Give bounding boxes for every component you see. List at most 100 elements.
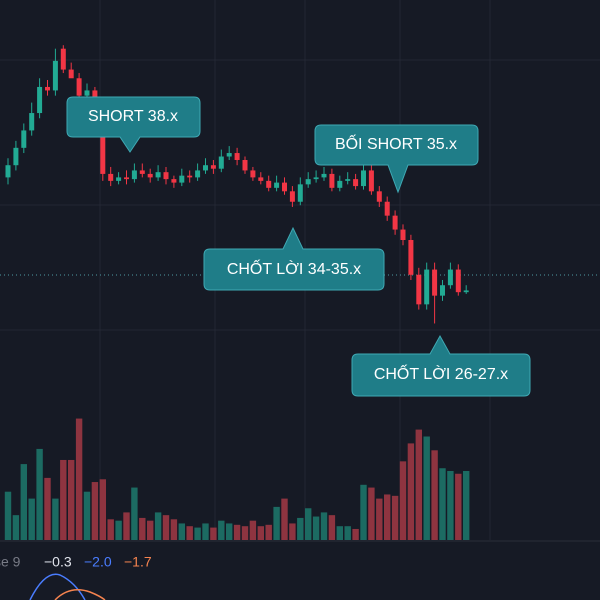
volume-bar	[12, 515, 20, 540]
volume-bar	[52, 498, 59, 540]
volume-bar	[60, 459, 67, 540]
candle-body	[52, 60, 58, 91]
candle-body	[289, 191, 295, 202]
volume-bar	[68, 459, 75, 540]
annotations: SHORT 38.x BỐI SHORT 35.x CHỐT LỜI 34-35…	[66, 96, 531, 397]
candle-body	[171, 179, 177, 183]
candle-body	[337, 180, 343, 188]
candle-body	[242, 160, 248, 171]
annotation-text: SHORT 38.x	[88, 108, 178, 125]
candle-body	[408, 240, 414, 275]
candle-body	[368, 170, 374, 192]
volume-bar	[83, 491, 91, 540]
volume-bar	[305, 508, 312, 540]
volume-bar	[218, 520, 225, 540]
volume-bar	[36, 448, 43, 540]
volume-bar	[249, 520, 257, 540]
candle-body	[84, 90, 90, 96]
volume-bar	[431, 450, 438, 540]
candle-body	[416, 274, 422, 305]
volume-bar	[257, 526, 264, 540]
volume-bar	[154, 512, 162, 540]
candle-body	[384, 201, 390, 216]
volume-bar	[391, 495, 399, 540]
volume-bar	[423, 436, 430, 540]
candle-body	[234, 153, 240, 160]
volume-bar	[297, 517, 304, 540]
volume-bar	[376, 498, 383, 540]
indicator-value: −2.0	[84, 554, 112, 570]
candle-body	[5, 165, 11, 178]
volume-bar	[265, 524, 272, 540]
candle-body	[392, 215, 398, 230]
volume-bar	[115, 520, 122, 540]
candle-body	[250, 170, 256, 178]
candle-body	[45, 86, 50, 91]
callout: CHỐT LỜI 34-35.x	[203, 226, 385, 291]
candle-body	[297, 184, 303, 202]
candle-body	[440, 285, 445, 296]
candle-body	[353, 179, 359, 187]
candle-body	[400, 229, 406, 240]
candle-body	[139, 170, 145, 174]
volume-bar	[455, 473, 462, 540]
volume-bar	[210, 527, 217, 540]
candle-body	[455, 269, 461, 293]
candle-body	[13, 147, 19, 166]
annotation-text: CHỐT LỜI 26-27.x	[374, 363, 508, 383]
candle-body	[282, 182, 287, 192]
volume-bar	[139, 517, 146, 540]
volume-bar	[241, 526, 249, 540]
volume-bar	[447, 471, 454, 540]
volume-bar	[281, 498, 288, 540]
candle-body	[68, 69, 74, 79]
indicator-value: −1.7	[124, 554, 152, 570]
volume-bar	[44, 477, 51, 540]
volume-bar	[352, 528, 359, 540]
volume-bar	[4, 491, 12, 540]
candle-body	[163, 172, 169, 180]
candle-body	[258, 177, 264, 181]
volume-bar	[360, 484, 367, 540]
candle-body	[76, 78, 82, 96]
volume-bar	[312, 516, 320, 540]
candle-body	[131, 170, 137, 180]
candle-body	[203, 165, 208, 171]
candle-body	[210, 165, 216, 169]
candle-body	[432, 269, 438, 296]
volume-bar	[226, 523, 233, 540]
candle-body	[195, 170, 201, 178]
volume-bar	[289, 523, 296, 540]
volume-bar	[99, 479, 106, 540]
annotation-text: BỐI SHORT 35.x	[335, 133, 457, 153]
callout: SHORT 38.x	[66, 96, 201, 153]
candle-body	[361, 170, 366, 187]
candle-body	[116, 177, 122, 181]
candle-body	[179, 175, 185, 183]
candle-body	[37, 86, 43, 114]
volume-bar	[202, 523, 209, 540]
candle-body	[345, 179, 351, 181]
volume-bar	[194, 527, 201, 540]
indicator-value: −0.3	[44, 554, 72, 570]
volume-bar	[336, 526, 343, 540]
volume-bar	[107, 519, 114, 540]
volume-bar	[91, 482, 99, 540]
volume-bar	[75, 418, 83, 540]
volume-bar	[368, 487, 375, 540]
volume-bar	[384, 494, 391, 540]
candle-body	[218, 156, 224, 169]
candle-body	[266, 180, 272, 188]
candle-body	[155, 172, 161, 178]
volume-bar	[162, 515, 170, 540]
candle-body	[274, 182, 280, 188]
volume-bar	[407, 443, 415, 540]
candle-body	[147, 173, 153, 178]
volume-bar	[170, 519, 178, 540]
candle-body	[108, 173, 114, 181]
volume-bar	[20, 464, 27, 540]
candle-body	[21, 130, 27, 148]
candle-body	[305, 179, 311, 185]
indicator-legend: se 9 −0.3 −2.0 −1.7	[0, 554, 152, 570]
